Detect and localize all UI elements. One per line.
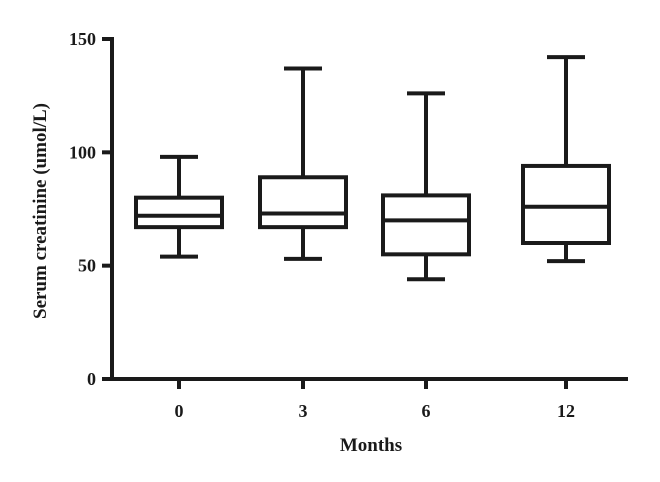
x-tick-label: 6 <box>422 401 431 421</box>
box-plot-marks <box>134 55 611 282</box>
axes: 0 50 100 150 0 3 6 12 <box>69 29 628 421</box>
x-tick-label: 12 <box>557 401 575 421</box>
box-6 <box>381 91 471 282</box>
iqr-box <box>134 195 224 230</box>
iqr-box <box>521 163 611 245</box>
y-tick-label: 150 <box>69 29 96 49</box>
x-tick-label: 0 <box>175 401 184 421</box>
axis-labels: Serum creatinine (umol/L) Months <box>30 103 402 456</box>
x-tick-label: 3 <box>299 401 308 421</box>
y-axis-title: Serum creatinine (umol/L) <box>30 103 51 319</box>
y-tick-label: 50 <box>78 256 96 276</box>
box-0 <box>134 154 224 259</box>
box-12 <box>521 55 611 264</box>
y-tick-label: 100 <box>69 142 96 162</box>
iqr-box <box>258 175 348 230</box>
iqr-box <box>381 193 471 257</box>
x-axis-title: Months <box>340 435 402 456</box>
box-3 <box>258 66 348 261</box>
y-tick-label: 0 <box>87 369 96 389</box>
